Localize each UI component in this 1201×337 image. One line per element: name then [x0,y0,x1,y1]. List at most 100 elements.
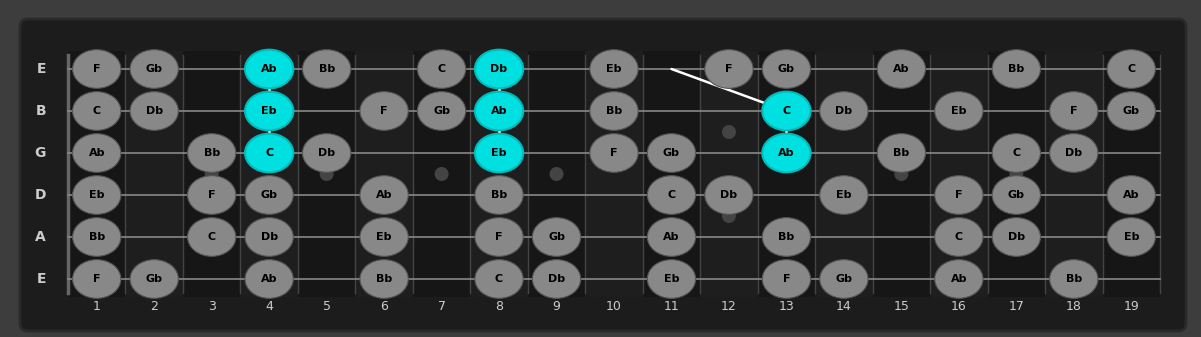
Ellipse shape [705,50,753,88]
Text: Bb: Bb [376,274,393,284]
Text: Gb: Gb [1008,190,1024,200]
Ellipse shape [474,92,524,130]
Text: Bb: Bb [491,190,507,200]
Text: Db: Db [1065,148,1082,158]
Text: 5: 5 [323,301,330,313]
Bar [930,51,987,297]
Ellipse shape [245,176,293,214]
Text: B: B [35,104,46,118]
Text: F: F [495,232,503,242]
Ellipse shape [72,260,121,298]
Ellipse shape [72,134,121,172]
Text: Bb: Bb [605,106,622,116]
Text: Ab: Ab [778,148,795,158]
Text: Db: Db [490,64,508,74]
Text: 11: 11 [664,301,680,313]
Text: F: F [610,148,617,158]
Ellipse shape [763,50,811,88]
Text: Bb: Bb [778,232,795,242]
Text: C: C [495,274,503,284]
Ellipse shape [647,176,695,214]
Ellipse shape [303,50,351,88]
Text: F: F [955,190,962,200]
Ellipse shape [992,176,1040,214]
Text: F: F [92,64,101,74]
Text: Bb: Bb [203,148,220,158]
Text: Gb: Gb [145,274,162,284]
Text: Gb: Gb [261,190,277,200]
Ellipse shape [877,134,926,172]
Circle shape [1009,167,1023,181]
Ellipse shape [245,134,293,172]
Text: Db: Db [145,106,163,116]
Text: Ab: Ab [89,148,104,158]
Ellipse shape [992,50,1040,88]
Text: Eb: Eb [262,106,277,116]
Text: F: F [92,274,101,284]
Text: Ab: Ab [261,274,277,284]
Text: Eb: Eb [89,190,104,200]
Ellipse shape [474,260,524,298]
Ellipse shape [647,260,695,298]
Text: 10: 10 [607,301,622,313]
Text: Bb: Bb [894,148,909,158]
Bar [183,51,240,297]
Text: 9: 9 [552,301,561,313]
Circle shape [895,167,908,181]
Text: Ab: Ab [894,64,909,74]
Bar [987,51,1045,297]
Text: Db: Db [548,274,566,284]
Bar [585,51,643,297]
Text: Bb: Bb [318,64,335,74]
Ellipse shape [532,260,580,298]
Text: 6: 6 [381,301,388,313]
Text: Db: Db [261,232,277,242]
Bar [298,51,355,297]
Text: Ab: Ab [1123,190,1140,200]
Bar [413,51,471,297]
Bar [125,51,183,297]
Ellipse shape [820,92,868,130]
Text: C: C [668,190,675,200]
Text: C: C [1012,148,1021,158]
Text: C: C [955,232,963,242]
Text: Eb: Eb [951,106,967,116]
Ellipse shape [647,218,695,256]
Text: C: C [1128,64,1135,74]
Ellipse shape [187,134,235,172]
Ellipse shape [474,218,524,256]
Ellipse shape [763,260,811,298]
Text: Ab: Ab [491,106,507,116]
Bar [68,51,125,297]
Text: Eb: Eb [1123,232,1139,242]
Circle shape [722,125,736,139]
Text: E: E [36,272,46,286]
Ellipse shape [590,50,638,88]
Ellipse shape [1107,50,1155,88]
Ellipse shape [1107,218,1155,256]
Text: F: F [208,190,215,200]
Ellipse shape [820,176,868,214]
Text: Bb: Bb [1065,274,1082,284]
Text: Gb: Gb [778,64,795,74]
Ellipse shape [72,50,121,88]
Ellipse shape [474,50,524,88]
Text: D: D [35,188,46,202]
Text: Ab: Ab [376,190,393,200]
Ellipse shape [360,260,408,298]
Ellipse shape [1050,92,1098,130]
Ellipse shape [130,92,179,130]
Text: 8: 8 [495,301,503,313]
Text: C: C [782,106,790,116]
Bar [873,51,930,297]
Text: C: C [265,148,273,158]
Ellipse shape [532,218,580,256]
Text: 16: 16 [951,301,967,313]
Ellipse shape [360,218,408,256]
Ellipse shape [934,260,982,298]
Text: 13: 13 [778,301,794,313]
Ellipse shape [418,50,466,88]
Ellipse shape [1107,92,1155,130]
FancyBboxPatch shape [20,19,1187,331]
Text: Db: Db [318,148,335,158]
